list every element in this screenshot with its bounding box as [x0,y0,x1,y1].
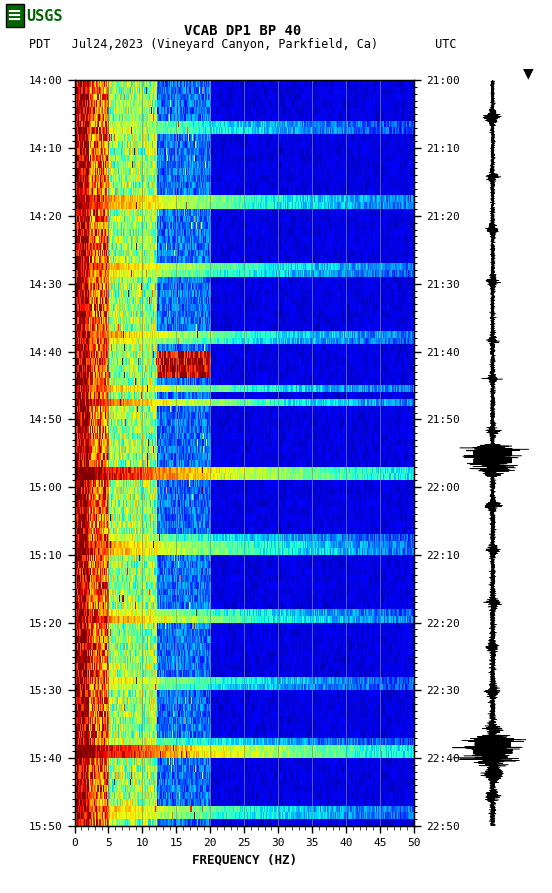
FancyBboxPatch shape [6,4,24,27]
Text: USGS: USGS [26,9,63,23]
Text: ≡: ≡ [6,7,21,25]
Text: PDT   Jul24,2023 (Vineyard Canyon, Parkfield, Ca)        UTC: PDT Jul24,2023 (Vineyard Canyon, Parkfie… [29,38,457,51]
X-axis label: FREQUENCY (HZ): FREQUENCY (HZ) [192,854,297,866]
Text: ▼: ▼ [523,66,534,80]
Text: VCAB DP1 BP 40: VCAB DP1 BP 40 [184,24,301,38]
